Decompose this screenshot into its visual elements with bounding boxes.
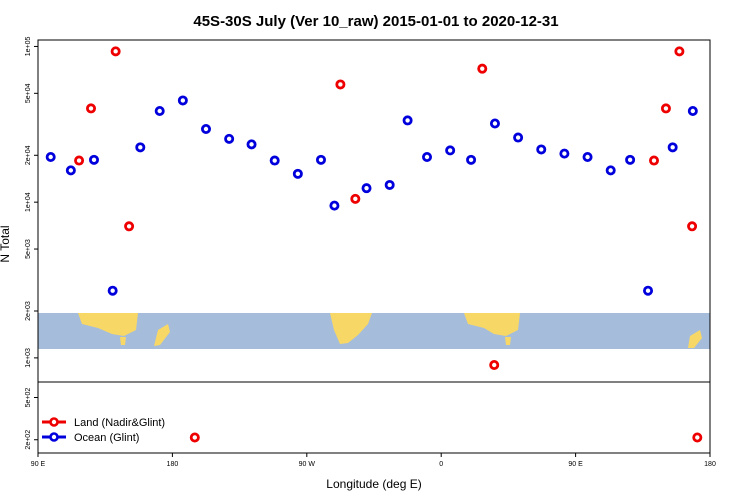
ocean-point [667,142,678,153]
land-mass [330,313,372,344]
ocean-point [402,115,413,126]
ocean-point [466,154,477,165]
ocean-strip [38,313,710,349]
ocean-point [224,133,235,144]
land-mass [154,324,170,346]
y-tick-label: 1e+05 [25,37,32,57]
land-point [687,221,698,232]
land-point [660,103,671,114]
ocean-point [200,124,211,135]
data-points [45,46,703,443]
ocean-point [384,179,395,190]
y-axis-label: N Total [0,225,12,262]
land-point [335,79,346,90]
ocean-point [329,200,340,211]
land-mass [120,337,126,345]
y-tick-label: 5e+02 [25,388,32,408]
map-strip [38,313,710,349]
legend-item-ocean: Ocean (Glint) [42,432,139,444]
ocean-point [361,183,372,194]
land-point [649,155,660,166]
land-point [692,432,703,443]
land-point [489,360,500,371]
y-tick-label: 2e+04 [25,145,32,165]
lower-panel [37,381,711,454]
ocean-point [489,118,500,129]
legend: Land (Nadir&Glint) Ocean (Glint) [42,417,165,444]
ocean-point [269,155,280,166]
x-tick-label: 90 E [568,461,583,468]
ocean-point [89,154,100,165]
land-point [189,432,200,443]
ocean-point [605,165,616,176]
y-axis: 1e+05 5e+04 2e+04 1e+04 5e+03 2e+03 1e+03 5e+02… [25,37,38,450]
legend-land-marker [49,417,59,427]
x-tick-label: 180 [704,461,716,468]
ocean-point [292,168,303,179]
x-axis: 90 E 180 90 W 0 90 E 180 [31,453,716,468]
ocean-point [45,151,56,162]
land-point [74,155,85,166]
land-point [674,46,685,57]
y-tick-label: 5e+04 [25,83,32,103]
land-mass [688,330,702,348]
ocean-point [177,95,188,106]
ocean-point [65,165,76,176]
y-tick-label: 2e+02 [25,430,32,450]
legend-ocean-label: Ocean (Glint) [74,432,139,444]
land-point [110,46,121,57]
x-tick-label: 90 W [299,461,316,468]
ocean-point [643,285,654,296]
ocean-point [513,132,524,143]
y-tick-label: 1e+04 [25,192,32,212]
ocean-point [687,105,698,116]
land-shapes [78,313,702,348]
land-mass [505,337,511,345]
y-tick-label: 2e+03 [25,301,32,321]
land-mass [78,313,138,336]
ocean-point [107,285,118,296]
y-tick-label: 1e+03 [25,348,32,368]
ocean-point [135,142,146,153]
land-point [124,221,135,232]
ocean-point [315,154,326,165]
legend-land-label: Land (Nadir&Glint) [74,417,165,429]
ocean-point [559,148,570,159]
ocean-point [536,144,547,155]
legend-ocean-marker [49,432,59,442]
y-tick-label: 5e+03 [25,239,32,259]
ocean-point [625,154,636,165]
land-point [86,103,97,114]
x-axis-label: Longitude (deg E) [326,477,421,491]
land-point [350,193,361,204]
ocean-point [246,139,257,150]
chart-title: 45S-30S July (Ver 10_raw) 2015-01-01 to … [193,13,558,30]
land-mass [466,313,490,324]
x-tick-label: 180 [167,461,179,468]
legend-item-land: Land (Nadir&Glint) [42,417,165,429]
ocean-point [445,145,456,156]
ocean-point [582,151,593,162]
ocean-point [154,105,165,116]
x-tick-label: 90 E [31,461,46,468]
x-tick-label: 0 [439,461,443,468]
ocean-point [422,151,433,162]
land-point [477,63,488,74]
